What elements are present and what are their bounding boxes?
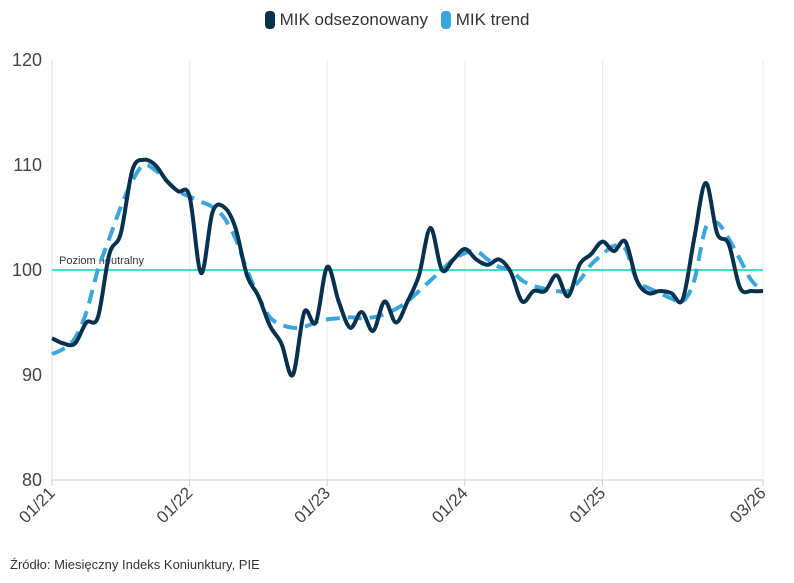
legend-swatch-trend [440, 11, 451, 29]
y-tick-label: 80 [22, 470, 42, 490]
x-tick-label: 01/25 [566, 483, 610, 527]
x-tick-label: 01/24 [428, 483, 472, 527]
y-tick-label: 90 [22, 365, 42, 385]
y-tick-label: 120 [12, 50, 42, 70]
series-line-seasonal [51, 157, 764, 378]
legend-label-trend: MIK trend [455, 10, 530, 29]
legend-item-seasonal[interactable]: MIK odsezonowany [264, 10, 428, 30]
legend-item-trend[interactable]: MIK trend [440, 10, 530, 30]
x-tick-label: 01/22 [153, 483, 197, 527]
source-note: Źródło: Miesięczny Indeks Koniunktury, P… [10, 557, 260, 572]
y-tick-label: 100 [12, 260, 42, 280]
series-line-trend [51, 162, 765, 356]
chart-legend: MIK odsezonowany MIK trend [0, 10, 794, 34]
x-tick-label: 01/23 [291, 483, 335, 527]
y-tick-label: 110 [13, 155, 42, 175]
x-tick-label: 03/26 [726, 483, 770, 527]
legend-swatch-seasonal [264, 11, 275, 29]
legend-label-seasonal: MIK odsezonowany [279, 10, 428, 29]
